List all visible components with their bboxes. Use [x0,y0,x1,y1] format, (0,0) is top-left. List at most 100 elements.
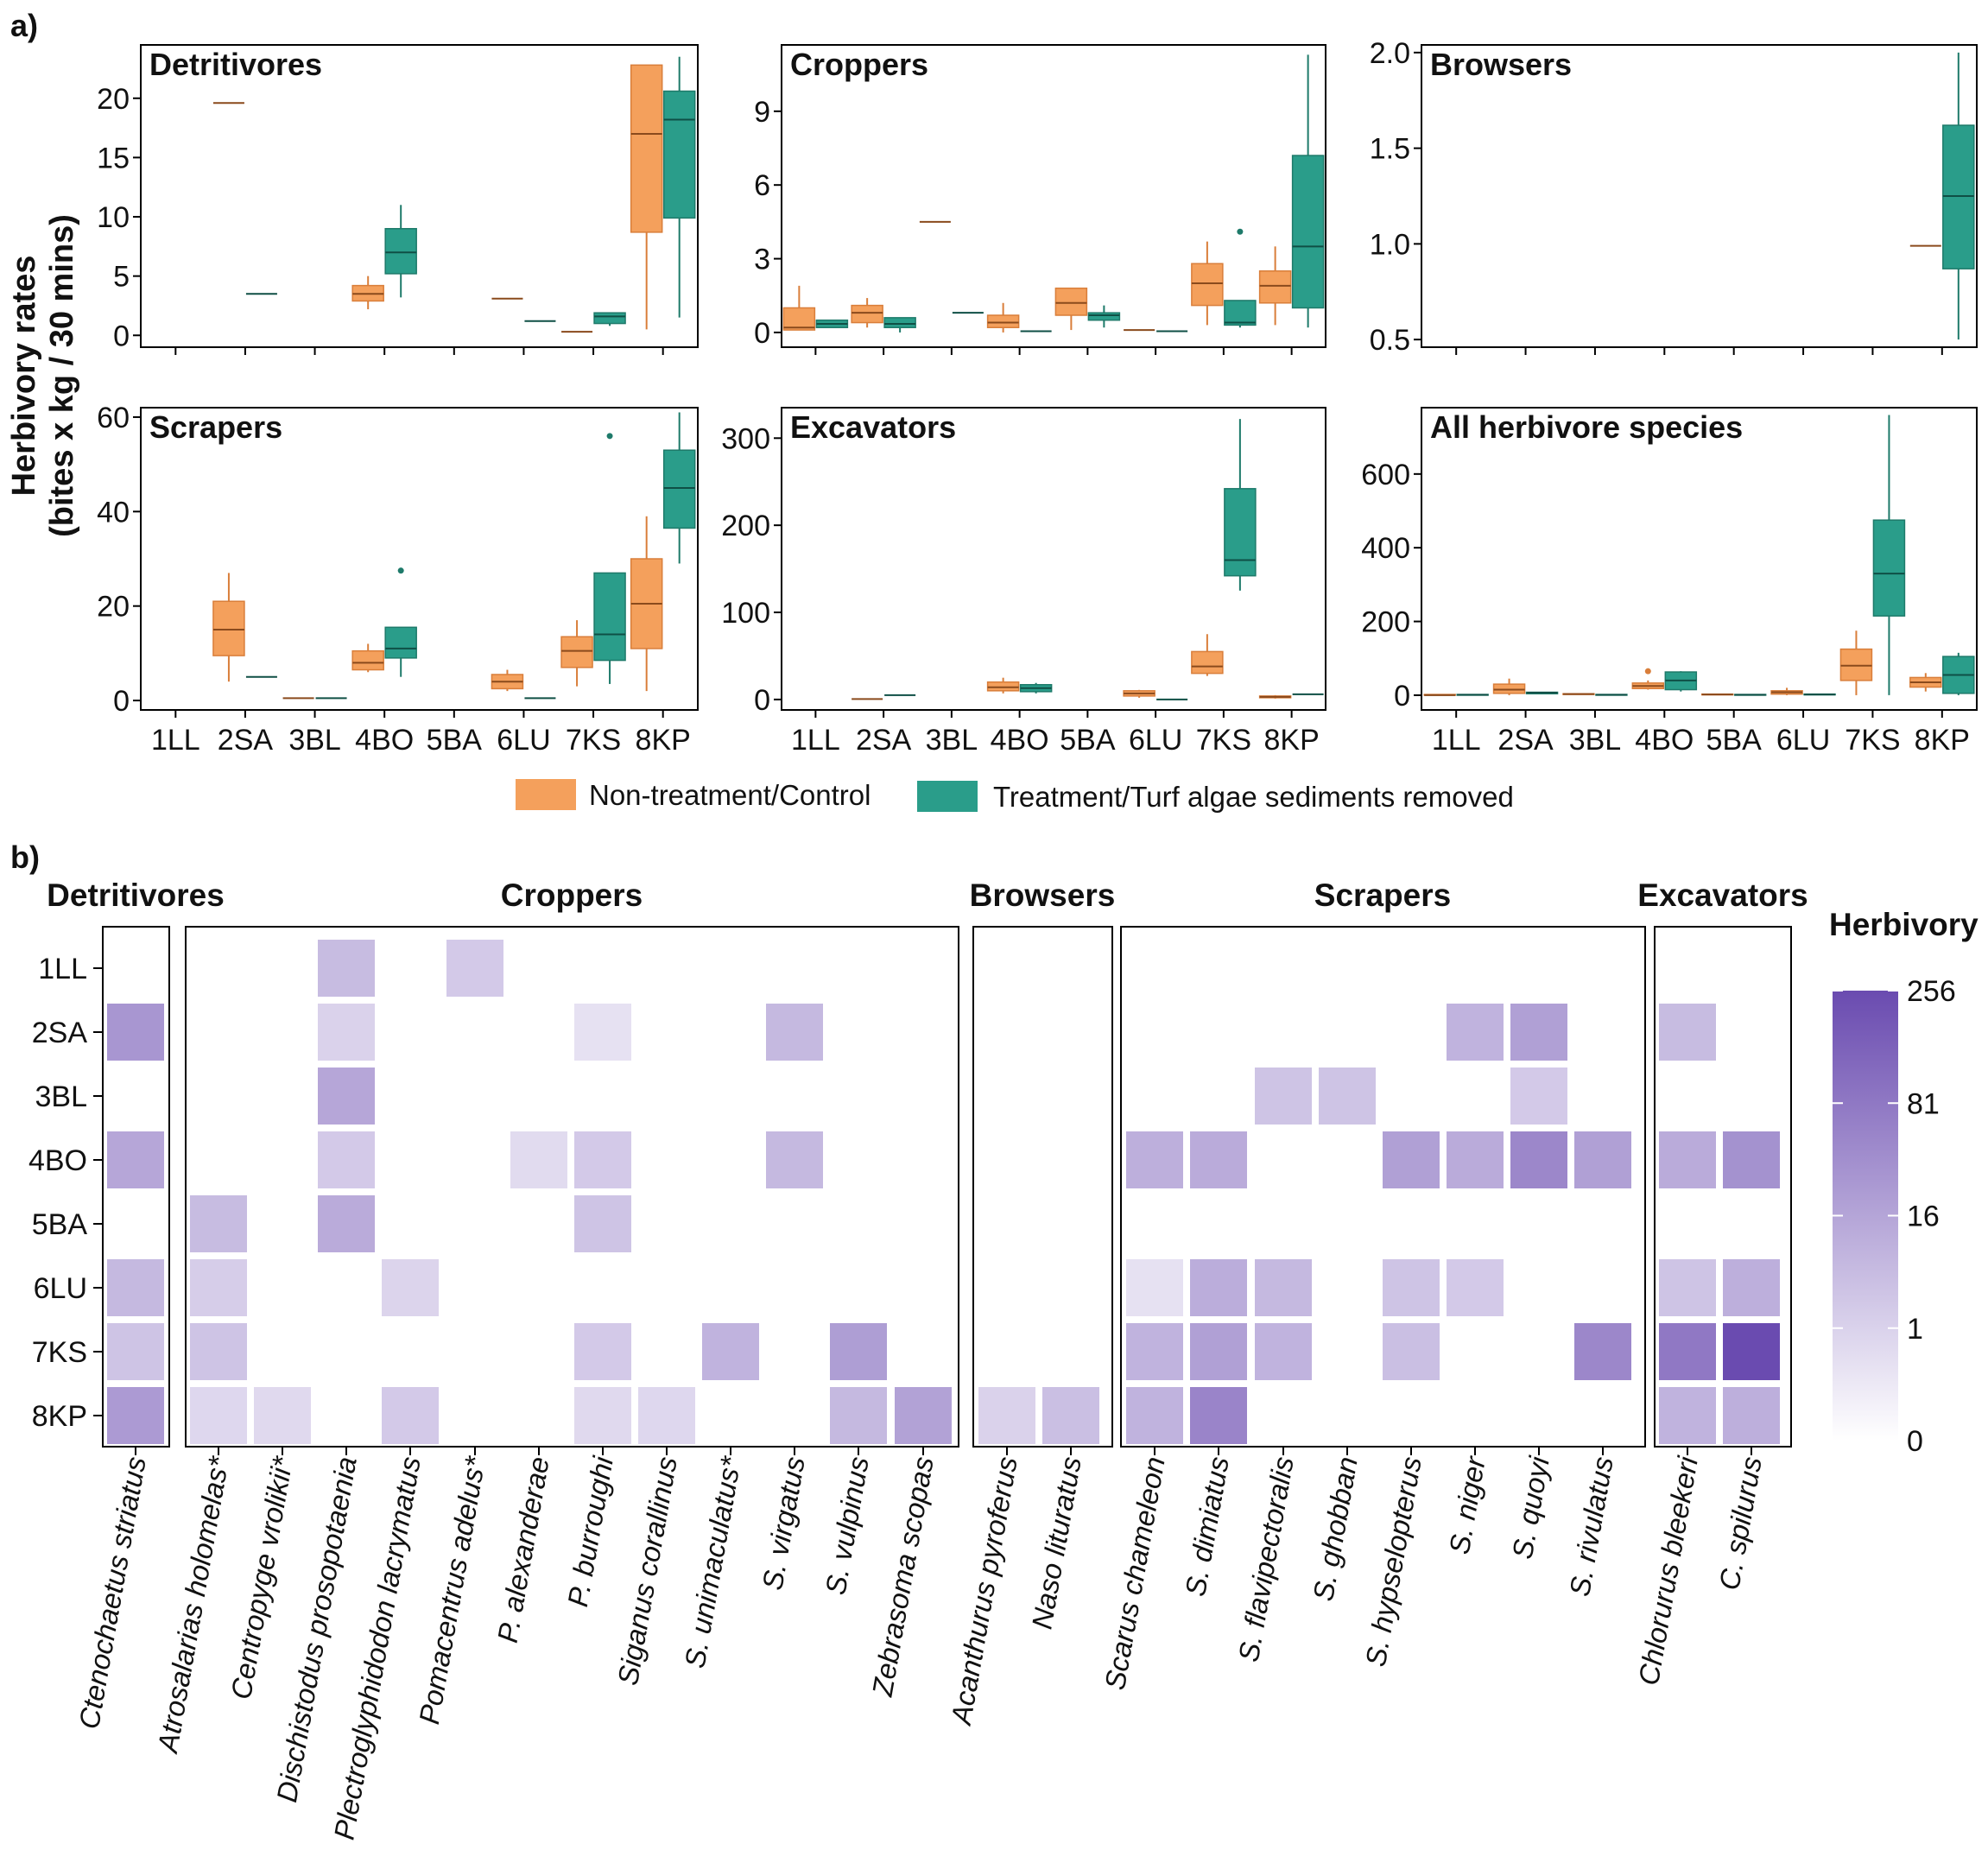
heatmap-cell [318,1004,375,1061]
heatmap-cell [190,1387,247,1444]
heatmap-cell [1574,1323,1631,1380]
colorbar-tick-label: 0 [1907,1425,1923,1458]
panel-detritivores: Detritivores 0 5 10 15 20 [97,44,699,355]
heatmap-cell [1723,1323,1780,1380]
species-label: Siganus corallinus [611,1454,683,1688]
box-control-8kp [630,64,663,330]
heatmap-group-title: Detritivores [47,877,225,913]
box-iqr [782,307,816,331]
heatmap-cell [574,1387,631,1444]
heatmap-cell [1190,1259,1247,1316]
heatmap-cell [1659,1259,1716,1316]
heatmap-group-frame [972,926,1113,1448]
box-treatment-7ks [593,433,626,684]
panel-title: All herbivore species [1430,409,1743,445]
y-tick-label: 20 [97,83,130,116]
panel-frame [1421,44,1978,348]
heatmap-cell [574,1195,631,1252]
box-treatment-8kp [1291,54,1325,328]
y-axis-label-line2: (bites x kg / 30 mins) [44,214,80,537]
species-label: Scarus chameleon [1098,1454,1171,1693]
box-iqr [1224,488,1257,577]
heatmap: 1LL 2SA 3BL 4BO 5BA 6LU 7KS 8KP Detritivores Cten… [28,877,1808,1842]
heatmap-cell [1190,1387,1247,1444]
box-iqr [560,636,593,668]
box-control-7ks [1191,241,1224,326]
x-tick-label: 1LL [791,724,840,757]
x-tick-label: 8KP [1263,724,1319,757]
heatmap-group-croppers: Croppers Atrosalarias holomelas*Centropyg… [151,877,959,1842]
box-iqr [986,314,1020,328]
box-treatment-7ks [1224,228,1257,328]
heatmap-cell [382,1259,439,1316]
box-control-8kp [630,516,663,692]
panel-title: Scrapers [149,409,282,445]
panel-title: Detritivores [149,47,322,82]
x-tick-label: 6LU [1129,724,1182,757]
heatmap-cell [1510,1068,1567,1125]
box-control-6lu [1770,687,1803,695]
colorbar-legend: Herbivory rates 0 1 16 81 256 [1829,907,1988,1458]
y-tick-label: 0 [754,684,770,717]
heatmap-cell [702,1323,759,1380]
box-treatment-4bo [1019,682,1053,694]
heatmap-cell [830,1323,887,1380]
heatmap-cell [1659,1323,1716,1380]
heatmap-cell [318,1131,375,1188]
heatmap-cell [1255,1259,1312,1316]
x-tick-label: 2SA [856,724,912,757]
heatmap-group-title: Excavators [1637,877,1808,913]
y-tick-label: 600 [1361,459,1410,491]
x-tick-label: 4BO [1635,724,1694,757]
box-control-2sa [1492,678,1526,695]
colorbar-tick-label: 256 [1907,975,1956,1008]
box-control-4bo [351,643,384,673]
heatmap-row-label: 5BA [32,1208,88,1241]
heatmap-group-title: Browsers [970,877,1116,913]
x-tick-label: 2SA [218,724,274,757]
box-control-4bo [351,276,384,310]
y-tick-label: 3 [754,244,770,276]
panel-frame [140,407,699,711]
x-tick-label: 4BO [991,724,1049,757]
heatmap-cell [1723,1131,1780,1188]
heatmap-group-frame [102,926,170,1448]
y-tick-label: 200 [721,510,770,542]
heatmap-row-label: 6LU [34,1272,87,1305]
species-label: Zebrasoma scopas [866,1454,940,1700]
y-tick-label: 10 [97,201,130,234]
panel-frame [781,407,1326,711]
heatmap-cell [382,1387,439,1444]
x-tick-label: 3BL [926,724,978,757]
x-tick-label: 6LU [497,724,550,757]
y-tick-label: 100 [721,597,770,630]
y-tick-label: 0 [1394,680,1410,713]
panel-excavators: Excavators 0 100 200 300 1LL 2SA 3BL 4BO 5BA 6LU 7K… [721,407,1326,757]
heatmap-cell [574,1323,631,1380]
heatmap-cell [190,1323,247,1380]
heatmap-cell [1190,1131,1247,1188]
box-treatment-8kp [662,412,696,564]
heatmap-group-excavators: Excavators Chlorurus bleekeri C. spilurus [1632,877,1808,1688]
outlier-point [606,433,613,440]
panel-title: Browsers [1430,47,1572,82]
y-tick-label: 0 [754,317,770,350]
heatmap-group-title: Croppers [501,877,643,913]
x-tick-label: 8KP [636,724,691,757]
x-tick-label: 1LL [151,724,200,757]
panel-title: Excavators [790,409,956,445]
heatmap-cell [510,1131,567,1188]
part-b-label: b) [10,839,40,875]
heatmap-cell [1383,1131,1440,1188]
y-tick-label: 15 [97,142,130,174]
heatmap-cell [1383,1323,1440,1380]
box-iqr [384,227,417,275]
species-label: S. rivulatus [1563,1454,1619,1599]
y-axis-label-line1: Herbivory rates [6,256,42,497]
heatmap-cell [107,1131,164,1188]
species-label: Ctenochaetus striatus [73,1454,152,1732]
heatmap-row-label: 1LL [38,953,87,985]
outlier-point [1644,668,1651,675]
box-iqr [593,312,626,325]
heatmap-cell [830,1387,887,1444]
